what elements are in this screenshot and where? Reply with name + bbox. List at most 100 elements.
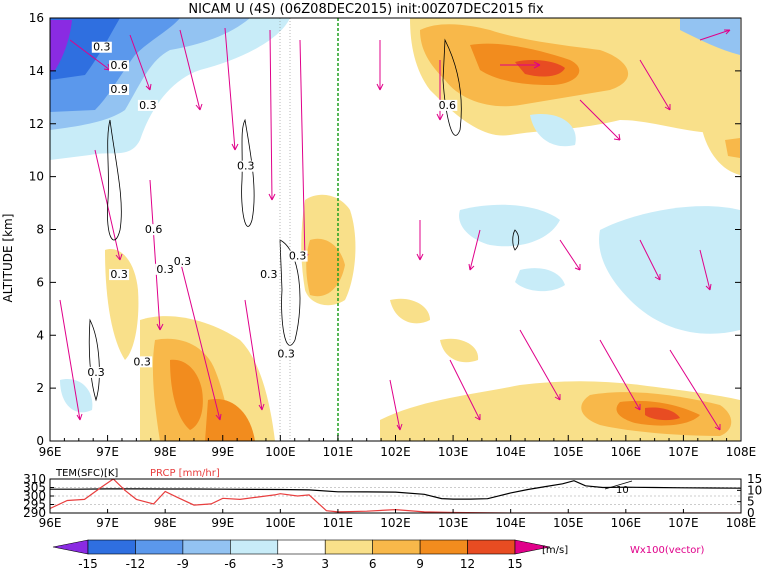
- colorbar-tick-label: -3: [272, 557, 284, 571]
- contour-label: 0.6: [439, 99, 457, 112]
- main-axes: 96E 97E 98E 99E 100E 101E 102E 103E 104E 105E 106E…: [29, 11, 757, 459]
- contour-label: 0.3: [277, 347, 295, 360]
- contour-label-bg: [109, 269, 130, 281]
- contour-label-bg: [86, 366, 107, 378]
- contour-label: 0.9: [110, 83, 128, 96]
- x-tick-label: 106E: [611, 445, 642, 459]
- contour-label-bg: [172, 255, 193, 267]
- contour-label-bg: [109, 60, 130, 72]
- y-axis-label: ALTITUDE [km]: [1, 214, 15, 303]
- ts-x-tick-label: 100E: [265, 516, 296, 530]
- wind-vector-layer: [59, 27, 731, 431]
- colorbar-swatch: [419, 539, 468, 555]
- colorbar-swatch: [277, 539, 326, 555]
- contour-label-bg: [132, 356, 153, 368]
- ts-left-tick-label: 295: [23, 498, 46, 512]
- ts-grid: [50, 487, 741, 505]
- ts-x-tick-label: 105E: [553, 516, 584, 530]
- colorbar-swatch: [467, 539, 516, 555]
- y-tick-label: 14: [29, 64, 44, 78]
- colorbar-swatch: [87, 539, 136, 555]
- ts-left-tick-label: 305: [23, 481, 46, 495]
- contour-label-bg: [137, 99, 158, 111]
- y-tick-label: 2: [36, 381, 44, 395]
- x-tick-label: 102E: [380, 445, 411, 459]
- contour-label: 0.3: [139, 99, 157, 112]
- contour-label: 0.3: [237, 160, 255, 173]
- colorbar-swatch: [324, 539, 373, 555]
- ts-annotation-arrow: [604, 480, 633, 490]
- contour-label: 0.6: [145, 223, 163, 236]
- contour-label-bg: [91, 41, 112, 53]
- y-tick-label: 8: [36, 223, 44, 237]
- colorbar-swatch: [372, 539, 421, 555]
- contour-label-bg: [143, 224, 164, 236]
- ts-right-axis-label: PRCP [mm/hr]: [150, 468, 220, 479]
- y-tick-label: 6: [36, 275, 44, 289]
- ts-x-tick-label: 102E: [380, 516, 411, 530]
- x-tick-label: 103E: [438, 445, 469, 459]
- ts-x-tick-label: 103E: [438, 516, 469, 530]
- y-tick-label: 0: [36, 434, 44, 448]
- contour-label: 0.3: [174, 255, 192, 268]
- ts-right-tick-label: 5: [747, 495, 755, 509]
- contour-label: 0.3: [93, 41, 111, 54]
- x-tick-label: 105E: [553, 445, 584, 459]
- colorbar-tick-label: 12: [460, 557, 475, 571]
- ts-x-tick-label: 99E: [211, 516, 234, 530]
- colorbar-swatch: [135, 539, 184, 555]
- colorbar-tick-label: 15: [507, 557, 522, 571]
- colorbar-swatch: [182, 539, 231, 555]
- x-tick-label: 98E: [154, 445, 177, 459]
- vector-scale-label: Wx100(vector): [630, 545, 705, 556]
- contour-label: 0.3: [110, 268, 128, 281]
- x-tick-label: 104E: [495, 445, 526, 459]
- y-tick-label: 16: [29, 11, 44, 25]
- y-tick-label: 12: [29, 117, 44, 131]
- ts-left-tick-label: 310: [23, 472, 46, 486]
- contour-label-bg: [287, 250, 308, 262]
- ts-x-tick-label: 106E: [611, 516, 642, 530]
- ts-x-tick-label: 108E: [726, 516, 757, 530]
- ts-right-tick-label: 15: [747, 472, 762, 486]
- contour-label: 0.3: [156, 263, 174, 276]
- colorbar-tick-label: -6: [224, 557, 236, 571]
- ts-right-tick-label: 10: [747, 483, 762, 497]
- tem-series-line: [50, 480, 741, 500]
- x-tick-label: 100E: [265, 445, 296, 459]
- contour-label-bg: [258, 269, 279, 281]
- contour-label: 0.3: [289, 250, 307, 263]
- contour-label-bg: [155, 263, 176, 275]
- contour-label: 0.3: [87, 366, 105, 379]
- y-tick-label: 10: [29, 170, 44, 184]
- ts-x-tick-label: 98E: [154, 516, 177, 530]
- contour-label-bg: [276, 348, 297, 360]
- colorbar-swatch: [230, 539, 279, 555]
- ts-x-tick-label: 107E: [668, 516, 699, 530]
- chart-title: NICAM U (4S) (06Z08DEC2015) init:00Z07DE…: [188, 2, 544, 17]
- contour-label-bg: [109, 84, 130, 96]
- colorbar: -15 -12 -9 -6 -3 3 6 9 12 15: [52, 539, 551, 571]
- ts-annotation-label: 10: [616, 485, 629, 496]
- contour-label: 0.3: [133, 355, 151, 368]
- ts-left-tick-label: 290: [23, 506, 46, 520]
- x-tick-label: 108E: [726, 445, 757, 459]
- contour-label-bg: [235, 160, 256, 172]
- colorbar-tick-label: 3: [321, 557, 329, 571]
- ts-x-tick-label: 101E: [323, 516, 354, 530]
- ts-x-tick-label: 104E: [495, 516, 526, 530]
- ts-left-tick-label: 300: [23, 489, 46, 503]
- contour-label: 0.3: [260, 268, 278, 281]
- x-tick-label: 101E: [323, 445, 354, 459]
- colorbar-tick-label: 9: [416, 557, 424, 571]
- contour-label: 0.6: [110, 59, 128, 72]
- ts-x-tick-label: 96E: [39, 516, 62, 530]
- x-tick-label: 96E: [39, 445, 62, 459]
- x-tick-label: 99E: [211, 445, 234, 459]
- ts-right-tick-label: 0: [747, 506, 755, 520]
- colorbar-min-arrow: [52, 539, 89, 555]
- colorbar-tick-label: -9: [177, 557, 189, 571]
- ts-x-tick-label: 97E: [96, 516, 119, 530]
